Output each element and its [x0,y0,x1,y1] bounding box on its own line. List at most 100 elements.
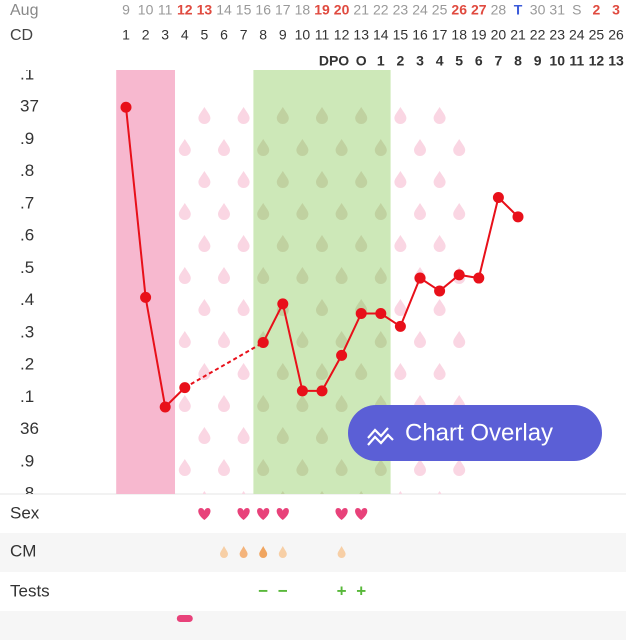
y-tick-label: .3 [20,322,34,341]
y-tick-label: .2 [20,355,34,374]
temp-point [179,382,191,394]
overlay-icon[interactable] [367,433,394,446]
temp-point [296,385,308,397]
y-tick-label: .9 [20,129,34,148]
dpo-number: 7 [495,53,503,69]
drop-icon [414,331,426,348]
drop-icon [355,235,368,252]
cd-number: 17 [432,27,448,43]
drop-icon [335,395,348,412]
drop-icon [394,299,407,316]
cd-number: 23 [549,27,565,43]
drop-icon [257,267,270,284]
y-tick-label: .6 [20,226,34,245]
drop-icon [218,459,230,476]
drop-icon [237,107,250,124]
temp-point [159,401,171,413]
drop-icon [296,267,309,284]
drop-icon [257,459,270,476]
drop-icon [374,331,387,348]
drop-icon [453,139,466,156]
dpo-number: 9 [534,53,542,69]
date-label: 23 [393,2,409,18]
drop-icon [394,363,407,380]
dpo-number: 13 [608,53,624,69]
drop-icon [178,459,191,476]
drop-icon [276,363,289,380]
date-label: 24 [412,2,428,18]
temp-point [316,385,328,397]
drop-icon [198,299,211,316]
drop-icon [374,267,387,284]
cd-number: 16 [412,27,428,43]
drop-icon [257,203,270,220]
period-band [116,70,175,494]
cm-mark [239,546,248,558]
heart-mark [276,508,289,520]
drop-icon [241,491,246,494]
drop-icon [335,459,348,476]
cd-number: 3 [161,27,169,43]
date-label: 19 [314,2,330,18]
temp-point [140,291,152,303]
row-label: CM [10,541,36,560]
drop-icon [178,331,191,348]
drop-icon [257,395,270,412]
drop-icon [237,299,250,316]
cd-label: CD [10,27,33,44]
drop-icon [414,459,426,476]
temp-point [375,308,387,320]
drop-icon [453,331,466,348]
dpo-number: 12 [589,53,605,69]
cd-number: 7 [240,27,248,43]
plot: .1 37 .9 .8 .7 .6 .5 .4 .3 .2 .1 36 .9 .8 [20,70,524,494]
drop-icon [394,107,407,124]
y-tick-label: .8 [20,161,34,180]
drop-icon [198,107,211,124]
date-label: 2 [593,2,601,18]
date-label: 15 [236,2,252,18]
dpo-number: O [356,53,367,69]
drop-icon [355,107,368,124]
temp-point [394,320,406,332]
test-mark: + [337,581,347,600]
drop-icon [316,427,328,444]
temp-point [277,298,289,310]
cm-mark [278,546,287,558]
button-bg[interactable] [348,405,602,461]
drop-icon [335,203,348,220]
test-mark: − [258,581,268,600]
drop-icon [414,203,426,220]
y-tick-label: 37 [20,97,39,116]
y-tick-label: 36 [20,419,39,438]
cd-number: 6 [220,27,228,43]
dpo-number: 4 [436,53,444,69]
button-label[interactable]: Chart Overlay [405,419,553,446]
drop-icon [437,491,442,494]
drop-icon [237,171,250,188]
date-label: 21 [353,2,369,18]
row-bg [0,611,626,640]
drop-icon [296,331,309,348]
drop-icon [276,171,289,188]
cm-mark [337,546,346,558]
drop-icon [280,491,285,494]
date-label: 22 [373,2,389,18]
drop-icon [453,203,466,220]
temp-point [473,272,485,284]
drop-icon [433,171,446,188]
cd-number: 10 [295,27,311,43]
backgrounds [0,493,626,640]
date-label: 16 [255,2,271,18]
test-mark: − [278,581,288,600]
temp-point [414,272,426,284]
cd-number: 4 [181,27,189,43]
drop-icon [237,235,250,252]
dpo-number: 5 [455,53,463,69]
dpo-number: 2 [397,53,405,69]
heart-mark [355,508,368,520]
drop-icon [453,459,466,476]
overlay-icon[interactable] [367,427,389,439]
chart-overlay-button[interactable]: Chart Overlay [348,405,602,461]
